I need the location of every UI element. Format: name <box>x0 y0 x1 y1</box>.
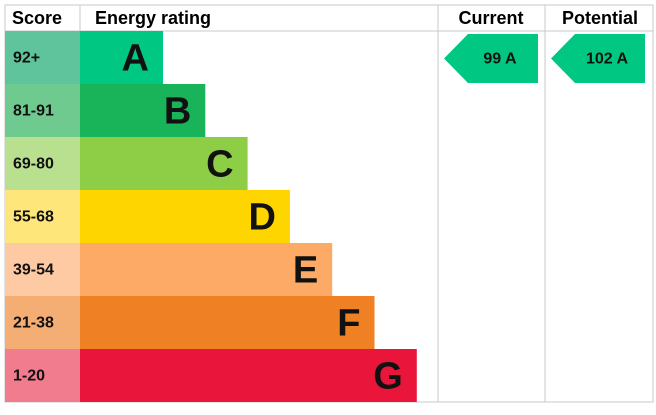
score-cell <box>5 190 80 243</box>
rating-letter: G <box>373 356 403 398</box>
potential-arrow <box>551 34 645 83</box>
rating-letter: C <box>206 144 233 186</box>
score-label: 21-38 <box>13 315 54 332</box>
current-label: 99 A <box>483 51 517 68</box>
header-current: Current <box>458 8 523 28</box>
rating-letter: B <box>164 91 191 133</box>
rating-bar <box>80 349 417 402</box>
current-arrow <box>444 34 538 83</box>
score-cell <box>5 349 80 402</box>
score-label: 1-20 <box>13 368 45 385</box>
potential-label: 102 A <box>586 51 629 68</box>
rating-bar <box>80 31 163 84</box>
score-label: 39-54 <box>13 262 54 279</box>
score-label: 55-68 <box>13 209 54 226</box>
score-cell <box>5 137 80 190</box>
rating-bar <box>80 84 206 137</box>
rating-bar <box>80 190 290 243</box>
score-label: 69-80 <box>13 156 54 173</box>
rating-letter: A <box>122 38 149 80</box>
rating-letter: E <box>293 250 318 292</box>
score-cell <box>5 84 80 137</box>
header-rating: Energy rating <box>95 8 211 28</box>
rating-bar <box>80 137 248 190</box>
score-label: 92+ <box>13 50 40 67</box>
score-cell <box>5 243 80 296</box>
score-cell <box>5 31 80 84</box>
rating-bar <box>80 296 375 349</box>
rating-letter: D <box>248 197 275 239</box>
score-cell <box>5 296 80 349</box>
score-label: 81-91 <box>13 103 54 120</box>
rating-bar <box>80 243 333 296</box>
header-potential: Potential <box>562 8 638 28</box>
rating-letter: F <box>337 303 360 345</box>
header-score: Score <box>12 8 62 28</box>
